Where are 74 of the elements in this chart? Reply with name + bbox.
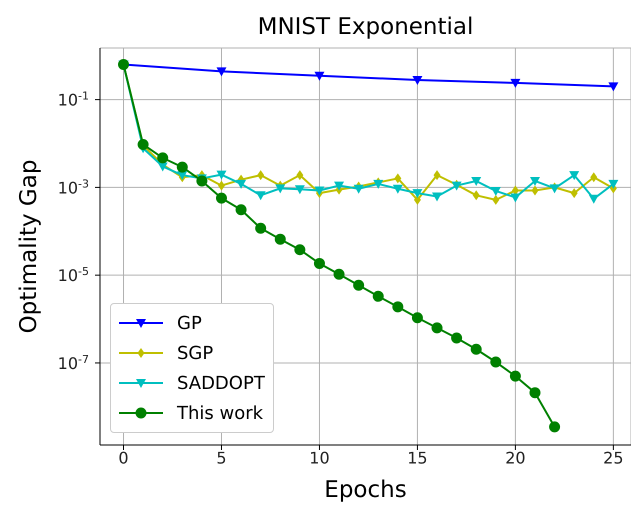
point (314, 186, 324, 196)
point (196, 175, 208, 186)
y-tick-label: 10$^{-7}$ (58, 352, 89, 373)
point (236, 180, 246, 189)
point (314, 72, 324, 81)
point (394, 173, 402, 184)
point (531, 185, 538, 196)
point (510, 193, 520, 202)
x-axis-title: Epochs (324, 477, 407, 503)
x-tick-label: 0 (118, 448, 129, 468)
y-axis-title: Optimality Gap (16, 160, 42, 334)
point (314, 258, 325, 269)
x-tick-label: 5 (216, 448, 227, 468)
point (412, 76, 422, 85)
legend-label: SGP (177, 342, 214, 364)
point (176, 162, 188, 173)
point (372, 290, 384, 302)
point (492, 194, 500, 205)
point (274, 234, 286, 245)
point (392, 184, 403, 194)
point (569, 171, 580, 180)
point (549, 421, 560, 432)
y-tick-label: 10$^{-1}$ (58, 89, 89, 110)
point (256, 191, 266, 200)
legend-label: SADDOPT (177, 372, 265, 394)
point (216, 170, 226, 180)
point (451, 332, 462, 344)
point (255, 222, 266, 234)
point (236, 204, 247, 216)
point (218, 180, 225, 191)
point (412, 189, 422, 198)
point (490, 186, 501, 196)
point (334, 182, 344, 191)
point (157, 152, 168, 164)
point (294, 244, 306, 256)
point (590, 172, 598, 182)
point (588, 194, 599, 204)
point (216, 67, 226, 76)
legend-label: This work (177, 402, 264, 424)
point (334, 268, 345, 280)
point (296, 170, 304, 180)
point (510, 78, 520, 88)
point (354, 184, 364, 194)
point (490, 356, 502, 368)
x-tick-label: 15 (407, 448, 428, 468)
point (432, 322, 443, 334)
y-tick-label: 10$^{-3}$ (58, 176, 89, 198)
point (608, 82, 618, 92)
point (392, 301, 404, 312)
y-tick-label: 10$^{-5}$ (58, 264, 89, 286)
point (470, 344, 482, 355)
point (570, 188, 578, 198)
point (471, 176, 482, 186)
point (257, 170, 264, 180)
point (373, 180, 384, 189)
point (608, 180, 618, 189)
point (434, 170, 441, 180)
point (353, 280, 364, 291)
point (412, 312, 423, 324)
x-tick-label: 10 (309, 448, 330, 468)
point (510, 370, 521, 382)
legend-label: GP (177, 312, 202, 334)
chart-title: MNIST Exponential (256, 14, 474, 40)
point (275, 184, 286, 194)
point (158, 162, 168, 172)
point (294, 185, 305, 194)
point (432, 192, 442, 202)
point (216, 192, 227, 204)
x-tick-label: 25 (603, 448, 624, 468)
point (414, 194, 421, 205)
point (529, 387, 540, 398)
x-tick-label: 20 (505, 448, 526, 468)
point (472, 190, 480, 200)
point (530, 176, 540, 186)
